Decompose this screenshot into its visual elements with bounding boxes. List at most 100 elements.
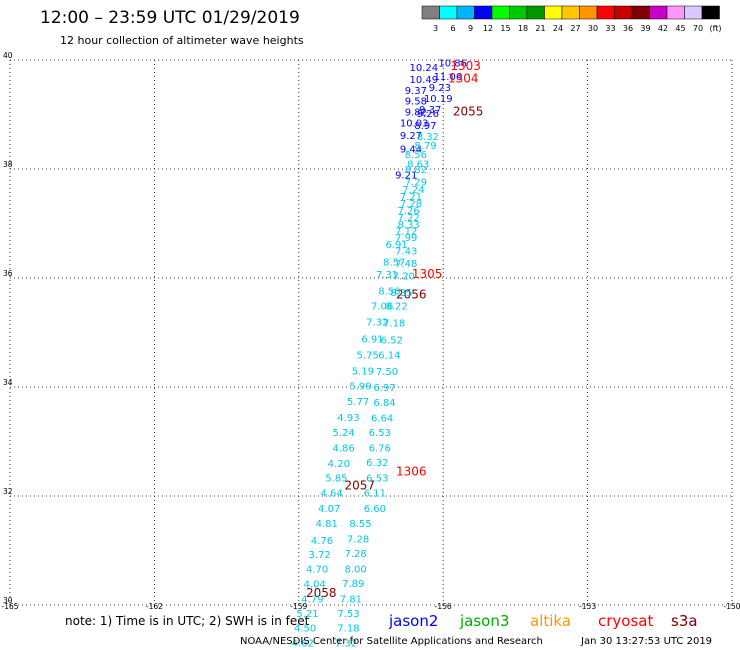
wave-height-label: 6.64 (371, 413, 393, 424)
wave-height-label: 6.53 (366, 473, 388, 484)
wave-height-label: 4.93 (337, 413, 359, 424)
wave-height-label: 6.84 (373, 398, 395, 409)
pass-time-label: 1306 (396, 464, 427, 478)
wave-height-label: 7.99 (395, 233, 417, 244)
x-tick-label: -153 (579, 602, 596, 611)
footer-note: note: 1) Time is in UTC; 2) SWH is in fe… (65, 614, 310, 628)
wave-height-label: 10.86 (438, 59, 467, 70)
axis-ticks: -165 -162 -159 -156 -153 -150 30 32 34 36 38 40 (1, 51, 740, 611)
wave-height-label: 5.21 (296, 609, 318, 620)
wave-height-label: 9.26 (417, 109, 439, 120)
wave-height-label: 7.32 (366, 317, 388, 328)
wave-height-label: 3.72 (308, 550, 330, 561)
wave-height-label: 6.52 (381, 335, 403, 346)
wave-height-label: 9.82 (405, 108, 427, 119)
colorbar-label: (ft) (709, 24, 721, 33)
wave-height-label: 4.70 (306, 564, 328, 575)
wave-height-label: 10.19 (424, 94, 453, 105)
colorbar-swatch (526, 5, 545, 20)
footer-timestamp: Jan 30 13:27:53 UTC 2019 (580, 636, 712, 647)
wave-height-label: 6.97 (373, 383, 395, 394)
x-tick-label: -159 (290, 602, 307, 611)
colorbar-label: 39 (640, 24, 650, 33)
pass-time-label: 1305 (412, 267, 443, 281)
wave-height-label: 8.56 (405, 150, 427, 161)
satellite-legend-altika: altika (530, 612, 571, 630)
x-tick-label: -156 (435, 602, 452, 611)
colorbar-label: 12 (483, 24, 493, 33)
y-tick-label: 30 (3, 596, 13, 605)
colorbar-label: 45 (675, 24, 685, 33)
wave-height-label: 8.32 (417, 132, 439, 143)
satellite-legend-jason3: jason3 (459, 612, 509, 630)
wave-height-label: 4.62 (292, 638, 314, 649)
satellite-legend-jason2: jason2 (388, 612, 438, 630)
y-tick-label: 32 (3, 487, 13, 496)
wave-height-label: 8.55 (349, 519, 371, 530)
wave-height-label: 8.63 (407, 159, 429, 170)
colorbar-swatch (456, 5, 475, 20)
wave-height-label: 5.85 (325, 473, 347, 484)
wave-height-label: 6.14 (378, 351, 400, 362)
wave-height-label: 6.76 (369, 443, 391, 454)
colorbar-label: 33 (605, 24, 615, 33)
colorbar-legend: 3 6 9 12 15 18 21 24 27 30 33 36 39 42 45 70 (ft) (421, 5, 722, 33)
colorbar-label: 70 (693, 24, 703, 33)
wave-height-label: 9.37 (419, 105, 441, 116)
satellite-legend-cryosat: cryosat (598, 612, 653, 630)
wave-height-label: 8.00 (345, 564, 367, 575)
wave-height-label: 7.28 (347, 534, 369, 545)
wave-height-label: 7.18 (383, 319, 405, 330)
colorbar-label: 18 (518, 24, 528, 33)
wave-height-label: 9.37 (405, 86, 427, 97)
wave-height-label: 7.12 (395, 226, 417, 237)
wave-height-label: 6.91 (361, 334, 383, 345)
wave-height-label: 5.19 (352, 366, 374, 377)
pass-time-label: 2055 (453, 105, 484, 119)
plot-grid (9, 59, 733, 606)
wave-height-label: 7.21 (400, 192, 422, 203)
chart-title: 12:00 – 23:59 UTC 01/29/2019 (40, 8, 300, 28)
wave-height-label: 8.35 (390, 288, 412, 299)
colorbar-swatch (631, 5, 650, 20)
wave-height-label: 11.06 (434, 72, 463, 83)
satellite-legend-s3a: s3a (671, 612, 698, 630)
wave-height-label: 4.86 (332, 443, 354, 454)
wave-height-label: 7.53 (337, 609, 359, 620)
wave-height-label: 7.31 (376, 270, 398, 281)
wave-height-label: 4.64 (320, 489, 342, 500)
pass-time-label: 2056 (396, 288, 427, 302)
colorbar-label: 24 (553, 24, 563, 33)
wave-height-label: 4.50 (294, 624, 316, 635)
chart-subtitle: 12 hour collection of altimeter wave hei… (60, 34, 304, 47)
wave-height-label: 7.18 (337, 624, 359, 635)
wave-height-label: 7.22 (397, 213, 419, 224)
wave-height-label: 5.75 (357, 351, 379, 362)
wave-height-label: 9.23 (429, 83, 451, 94)
wave-height-label: 5.24 (332, 428, 354, 439)
colorbar-label: 36 (623, 24, 633, 33)
wave-height-label: 8.56 (378, 286, 400, 297)
wave-height-label: 4.79 (301, 594, 323, 605)
pass-time-label: 1303 (450, 59, 481, 73)
colorbar-swatch (491, 5, 510, 20)
wave-height-label: 7.43 (395, 247, 417, 258)
colorbar-swatch (614, 5, 633, 20)
colorbar-label: 15 (500, 24, 510, 33)
wave-height-label: 4.76 (311, 536, 333, 547)
satellite-legend: jason2 jason3 altika cryosat s3a (388, 612, 698, 630)
wave-height-label: 7.28 (400, 199, 422, 210)
wave-height-label: 9.58 (405, 97, 427, 108)
colorbar-swatch (544, 5, 563, 20)
x-tick-label: -150 (723, 602, 740, 611)
wave-height-label: 10.03 (400, 118, 429, 129)
colorbar-swatch (421, 5, 440, 20)
wave-height-label: 7.81 (340, 594, 362, 605)
colorbar-swatch (474, 5, 493, 20)
y-tick-label: 36 (3, 269, 13, 278)
wave-height-label: 9.21 (395, 170, 417, 181)
wave-height-label: 7.29 (405, 177, 427, 188)
wave-height-label: 8.22 (385, 302, 407, 313)
wave-height-label: 7.50 (376, 367, 398, 378)
